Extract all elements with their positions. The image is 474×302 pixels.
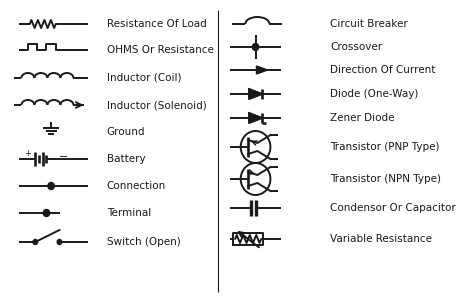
Polygon shape <box>256 66 268 74</box>
Text: Circuit Breaker: Circuit Breaker <box>330 19 408 29</box>
Text: −: − <box>58 152 68 162</box>
Text: Inductor (Coil): Inductor (Coil) <box>107 73 182 83</box>
Text: Diode (One-Way): Diode (One-Way) <box>330 89 418 99</box>
Circle shape <box>43 210 50 217</box>
Text: Condensor Or Capacitor: Condensor Or Capacitor <box>330 203 456 213</box>
Text: +: + <box>25 149 31 158</box>
Text: Switch (Open): Switch (Open) <box>107 237 181 247</box>
Polygon shape <box>249 113 262 123</box>
Polygon shape <box>249 89 262 99</box>
Text: Inductor (Solenoid): Inductor (Solenoid) <box>107 100 207 110</box>
Text: OHMS Or Resistance: OHMS Or Resistance <box>107 45 214 55</box>
Text: Resistance Of Load: Resistance Of Load <box>107 19 207 29</box>
Text: Ground: Ground <box>107 127 146 137</box>
Text: Transistor (NPN Type): Transistor (NPN Type) <box>330 174 441 184</box>
Text: Connection: Connection <box>107 181 166 191</box>
Text: Zener Diode: Zener Diode <box>330 113 394 123</box>
Circle shape <box>57 239 62 245</box>
Circle shape <box>48 182 55 189</box>
Text: Battery: Battery <box>107 154 146 164</box>
Text: Crossover: Crossover <box>330 42 382 52</box>
Circle shape <box>33 239 37 245</box>
Text: Terminal: Terminal <box>107 208 151 218</box>
Text: Direction Of Current: Direction Of Current <box>330 65 435 75</box>
Text: Variable Resistance: Variable Resistance <box>330 234 432 244</box>
Circle shape <box>252 43 259 50</box>
Text: Transistor (PNP Type): Transistor (PNP Type) <box>330 142 439 152</box>
